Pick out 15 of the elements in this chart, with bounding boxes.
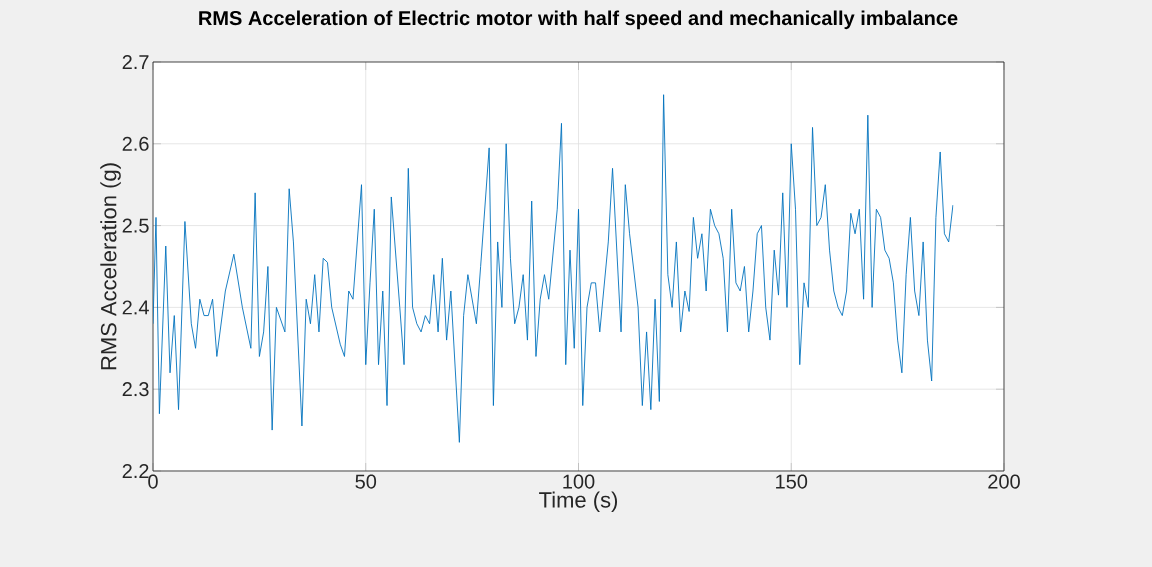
chart-title: RMS Acceleration of Electric motor with half speed and mechanically imbalance <box>199 10 958 30</box>
x-tick-label: 50 <box>355 474 377 489</box>
x-tick-label: 200 <box>988 474 1020 489</box>
line-series <box>153 94 954 443</box>
x-tick-label: 150 <box>776 474 808 489</box>
x-axis-title: Time (s) <box>539 491 618 513</box>
x-tick-label: 0 <box>148 474 158 489</box>
x-tick-label: 100 <box>563 474 595 489</box>
y-tick-label: 2.7 <box>122 55 149 69</box>
y-tick-label: 2.2 <box>122 464 149 478</box>
y-tick-label: 2.5 <box>122 218 149 233</box>
y-tick-label: 2.6 <box>122 136 149 151</box>
y-axis-title: RMS Acceleration (g) <box>100 163 121 370</box>
y-tick-label: 2.3 <box>122 382 149 397</box>
y-tick-label: 2.4 <box>122 300 149 315</box>
